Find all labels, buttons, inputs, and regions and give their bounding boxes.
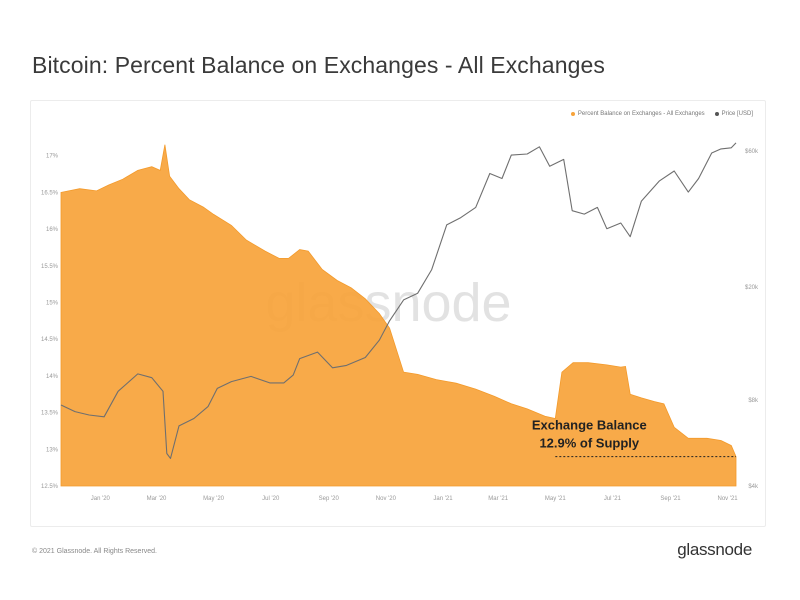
y-left-tick-label: 13.5% [41,411,59,417]
annotation-line1: Exchange Balance [532,418,647,433]
y-right-tick-label: $20k [745,285,759,291]
series-price-line [60,142,737,459]
legend-dot-balance-icon [570,112,575,116]
x-tick-label: Jan '21 [433,496,453,502]
y-right-tick-label: $4k [748,484,759,490]
chart-svg: glassnode 17%16.5%16%15.5%15%14.5%14%13.… [41,142,759,502]
series-balance-area [60,144,737,487]
legend-label-price: Price [USD] [721,111,753,117]
y-left-tick-label: 16% [46,227,59,233]
y-left-tick-label: 15.5% [41,264,59,270]
chart-legend: Percent Balance on Exchanges - All Excha… [570,111,753,117]
legend-label-balance: Percent Balance on Exchanges - All Excha… [577,111,705,117]
x-tick-label: Jul '20 [262,496,280,502]
y-right-tick-label: $8k [748,398,759,404]
chart-card: Percent Balance on Exchanges - All Excha… [30,100,766,527]
y-left-tick-label: 14.5% [41,337,59,343]
legend-item-price[interactable]: Price [USD] [714,111,753,117]
glassnode-logo[interactable]: glassnode [677,540,752,559]
y-left-tick-label: 14% [46,374,59,380]
copyright-text: © 2021 Glassnode. All Rights Reserved. [32,548,158,555]
x-tick-label: Jan '20 [91,496,111,502]
x-tick-label: Nov '21 [717,496,738,502]
x-tick-label: Nov '20 [376,496,397,502]
x-tick-label: Sep '21 [660,496,681,502]
y-left-tick-label: 17% [46,154,59,160]
page-title: Bitcoin: Percent Balance on Exchanges - … [32,52,605,78]
y-left-tick-label: 13% [46,447,59,453]
y-left-tick-label: 16.5% [41,190,59,196]
x-tick-label: May '20 [203,496,224,502]
x-tick-label: Sep '20 [319,496,340,502]
x-tick-label: Jul '21 [604,496,622,502]
x-tick-label: Mar '20 [147,496,167,502]
annotation-line2: 12.9% of Supply [539,436,639,451]
y-right-tick-label: $60k [745,149,759,155]
legend-dot-price-icon [714,112,719,116]
y-left-tick-label: 12.5% [41,484,59,490]
x-tick-label: Mar '21 [488,496,508,502]
x-tick-label: May '21 [545,496,566,502]
legend-item-balance[interactable]: Percent Balance on Exchanges - All Excha… [570,111,705,117]
y-left-tick-label: 15% [46,300,59,306]
